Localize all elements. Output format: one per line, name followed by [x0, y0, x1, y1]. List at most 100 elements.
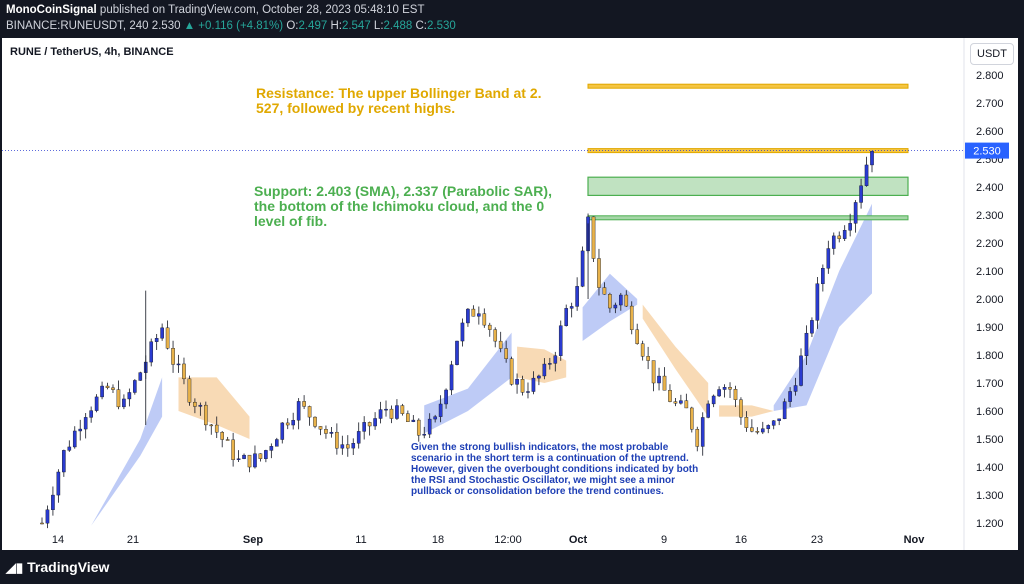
candle-body — [78, 428, 83, 432]
candle-body — [296, 401, 301, 421]
candle-body — [853, 202, 858, 224]
candle-body — [531, 377, 536, 392]
close-value: 2.530 — [427, 20, 456, 32]
candle-body — [127, 392, 132, 400]
candle-body — [826, 248, 831, 269]
candle-body — [105, 385, 110, 389]
candle-body — [831, 235, 836, 249]
candle-body — [149, 341, 154, 363]
candle-body — [548, 363, 552, 365]
candle-body — [777, 418, 781, 421]
tradingview-logo[interactable]: ◢▮ TradingView — [6, 559, 109, 576]
x-tick-label: 18 — [432, 534, 444, 546]
candle-body — [460, 322, 465, 342]
candle-body — [165, 327, 170, 349]
candle-body — [275, 439, 279, 447]
candle-body — [302, 401, 306, 407]
support-zone — [587, 176, 909, 196]
candle-body — [324, 429, 328, 434]
chart-area[interactable]: 2.800 2.700 2.600 2.500 2.400 2.300 2.200 2.100… — [2, 38, 1018, 550]
x-tick-label: Nov — [904, 534, 926, 546]
candle-body — [160, 327, 164, 339]
x-tick-label: 23 — [811, 534, 823, 546]
x-tick-label: Sep — [243, 534, 263, 546]
candle-body — [411, 419, 416, 422]
y-tick-label: 1.400 — [976, 462, 1004, 474]
ichimoku-cloud-bullish — [773, 203, 872, 411]
high-value: 2.547 — [341, 20, 371, 32]
tradingview-logo-icon: ◢▮ — [6, 560, 24, 575]
candle-body — [83, 417, 88, 430]
candle-body — [657, 375, 661, 384]
x-tick-label: 12:00 — [494, 534, 522, 546]
candle-body — [864, 164, 869, 186]
candle-body — [646, 356, 650, 361]
publish-info: MonoCoinSignal published on TradingView.… — [6, 4, 424, 16]
candle-body — [711, 395, 716, 405]
candle-body — [89, 410, 93, 418]
x-tick-label: Oct — [569, 534, 588, 546]
candle-body — [62, 450, 66, 473]
ichimoku-cloud-bullish — [91, 377, 163, 526]
currency-button[interactable]: USDT — [970, 43, 1014, 65]
candle-body — [45, 509, 50, 524]
candle-body — [498, 340, 503, 349]
x-tick-label: 9 — [661, 534, 667, 546]
candle-body — [695, 429, 700, 447]
candle-body — [755, 431, 760, 433]
candle-body — [280, 422, 285, 440]
ohlc-line: BINANCE:RUNEUSDT, 240 2.530 ▲ +0.116 (+4… — [6, 20, 456, 32]
candle-body — [225, 439, 230, 441]
y-tick-label: 1.500 — [976, 434, 1004, 446]
candle-body — [509, 358, 514, 385]
candle-body — [859, 185, 863, 203]
candle-body — [690, 407, 694, 430]
candle-body — [760, 428, 765, 433]
candle-body — [673, 401, 678, 404]
candle-body — [204, 404, 208, 426]
x-tick-label: 16 — [735, 534, 747, 546]
candle-body — [51, 494, 55, 511]
chart-canvas[interactable]: 2.8002.7002.6002.5002.4002.3002.2002.100… — [2, 38, 1018, 550]
candle-body — [400, 405, 405, 414]
candle-body — [799, 355, 803, 386]
candle-body — [154, 338, 159, 342]
candle-body — [564, 308, 569, 326]
candle-body — [253, 453, 257, 468]
candle-body — [793, 385, 798, 392]
candle-body — [291, 419, 295, 426]
candle-body — [597, 258, 601, 288]
candle-body — [668, 390, 672, 402]
candle-body — [640, 343, 645, 357]
candle-body — [345, 444, 350, 449]
candle-body — [717, 389, 721, 397]
ichimoku-cloud-bullish — [424, 332, 512, 434]
candle-body — [542, 363, 547, 377]
y-tick-label: 1.700 — [976, 378, 1004, 390]
candle-body — [870, 150, 874, 166]
candle-body — [493, 329, 498, 342]
candle-body — [515, 379, 519, 385]
author-name[interactable]: MonoCoinSignal — [6, 4, 97, 16]
candle-body — [477, 313, 481, 317]
candle-body — [384, 408, 388, 411]
candle-body — [706, 403, 710, 418]
candle-body — [750, 427, 754, 432]
brand-name: TradingView — [27, 559, 110, 575]
candle-body — [629, 305, 634, 330]
candle-body — [242, 454, 246, 459]
candle-body — [722, 387, 727, 390]
close-label: C: — [415, 20, 428, 32]
candle-body — [449, 364, 454, 391]
candle-body — [842, 230, 847, 239]
open-value: 2.497 — [298, 20, 328, 32]
last-price: 2.530 — [151, 20, 181, 32]
low-value: 2.488 — [383, 20, 413, 32]
y-tick-label: 2.300 — [976, 210, 1004, 222]
candle-body — [116, 389, 121, 408]
candle-body — [193, 401, 197, 407]
candle-body — [684, 400, 689, 409]
candle-body — [466, 308, 470, 324]
low-label: L: — [373, 20, 384, 32]
candle-body — [40, 522, 44, 525]
